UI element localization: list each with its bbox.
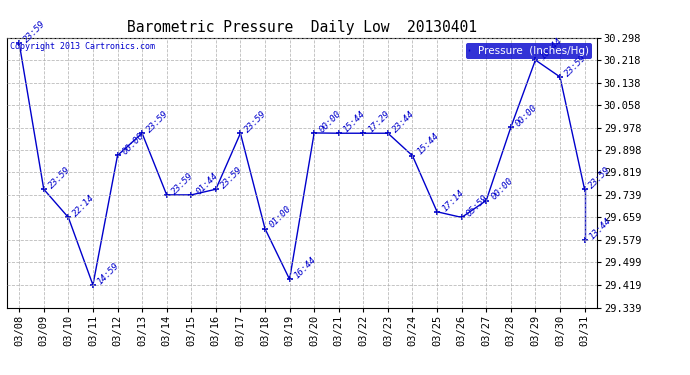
Title: Barometric Pressure  Daily Low  20130401: Barometric Pressure Daily Low 20130401 (127, 20, 477, 35)
Text: 01:44: 01:44 (194, 171, 219, 196)
Text: 23:59: 23:59 (22, 19, 48, 44)
Text: 23:59: 23:59 (219, 165, 244, 190)
Legend: Pressure  (Inches/Hg): Pressure (Inches/Hg) (466, 43, 591, 59)
Text: 00:00: 00:00 (317, 109, 342, 134)
Text: 00:00: 00:00 (121, 131, 146, 157)
Text: 01:00: 01:00 (268, 204, 293, 230)
Text: 23:59: 23:59 (563, 53, 589, 78)
Text: 14:59: 14:59 (96, 261, 121, 286)
Text: Copyright 2013 Cartronics.com: Copyright 2013 Cartronics.com (10, 42, 155, 51)
Text: 15:44: 15:44 (342, 109, 367, 134)
Text: 05:59: 05:59 (464, 193, 490, 219)
Text: 17:14: 17:14 (440, 188, 465, 213)
Text: 15:44: 15:44 (415, 132, 441, 157)
Text: 17:29: 17:29 (366, 109, 392, 134)
Text: 23:59: 23:59 (244, 109, 268, 134)
Text: 23:59: 23:59 (587, 165, 613, 190)
Text: 16:44: 16:44 (538, 36, 564, 61)
Text: 23:44: 23:44 (391, 109, 416, 134)
Text: 00:00: 00:00 (489, 176, 515, 202)
Text: 13:44: 13:44 (587, 216, 613, 241)
Text: 22:14: 22:14 (71, 193, 97, 219)
Text: 23:59: 23:59 (145, 109, 170, 134)
Text: 00:00: 00:00 (514, 103, 539, 129)
Text: 23:59: 23:59 (47, 165, 72, 190)
Text: 16:44: 16:44 (293, 255, 318, 280)
Text: 23:59: 23:59 (170, 171, 195, 196)
